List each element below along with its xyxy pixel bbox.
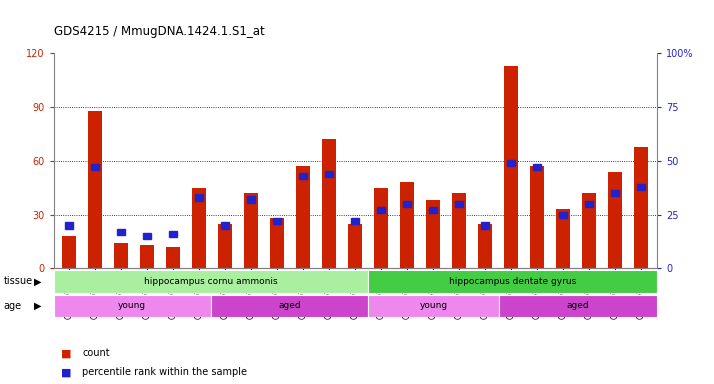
Text: young: young bbox=[119, 301, 146, 310]
Bar bbox=[377, 207, 385, 214]
Bar bbox=[504, 66, 518, 268]
Bar bbox=[273, 218, 281, 224]
Bar bbox=[452, 193, 466, 268]
Bar bbox=[481, 222, 489, 228]
Bar bbox=[351, 218, 359, 224]
Bar bbox=[368, 295, 500, 317]
Bar bbox=[144, 233, 151, 239]
Text: ■: ■ bbox=[61, 348, 71, 358]
Bar bbox=[374, 188, 388, 268]
Bar bbox=[585, 201, 593, 207]
Bar bbox=[62, 236, 76, 268]
Bar bbox=[218, 223, 232, 268]
Bar bbox=[556, 209, 570, 268]
Text: aged: aged bbox=[567, 301, 590, 310]
Bar bbox=[611, 190, 619, 196]
Bar bbox=[166, 247, 181, 268]
Text: hippocampus dentate gyrus: hippocampus dentate gyrus bbox=[449, 277, 576, 286]
Text: aged: aged bbox=[278, 301, 301, 310]
Bar bbox=[368, 270, 657, 293]
Text: hippocampus cornu ammonis: hippocampus cornu ammonis bbox=[144, 277, 278, 286]
Text: age: age bbox=[4, 301, 21, 311]
Text: ▶: ▶ bbox=[34, 276, 42, 286]
Bar bbox=[114, 243, 129, 268]
Bar bbox=[530, 166, 544, 268]
Bar bbox=[117, 229, 125, 235]
Bar bbox=[634, 147, 648, 268]
Bar bbox=[296, 166, 311, 268]
Bar bbox=[400, 182, 414, 268]
Bar bbox=[299, 173, 307, 179]
Bar bbox=[211, 295, 368, 317]
Text: ▶: ▶ bbox=[34, 301, 42, 311]
Bar bbox=[456, 201, 463, 207]
Bar bbox=[559, 212, 567, 218]
Bar bbox=[54, 270, 368, 293]
Bar bbox=[88, 111, 102, 268]
Bar bbox=[429, 207, 437, 214]
Bar bbox=[270, 218, 284, 268]
Bar bbox=[247, 197, 255, 203]
Bar bbox=[533, 164, 541, 170]
Bar bbox=[221, 222, 229, 228]
Bar bbox=[500, 295, 657, 317]
Bar bbox=[192, 188, 206, 268]
Bar bbox=[244, 193, 258, 268]
Bar bbox=[169, 231, 177, 237]
Bar bbox=[403, 201, 411, 207]
Text: young: young bbox=[420, 301, 448, 310]
Bar bbox=[54, 295, 211, 317]
Text: percentile rank within the sample: percentile rank within the sample bbox=[82, 367, 247, 377]
Bar bbox=[508, 160, 516, 166]
Text: ■: ■ bbox=[61, 367, 71, 377]
Bar bbox=[140, 245, 154, 268]
Bar bbox=[348, 223, 363, 268]
Bar bbox=[195, 194, 203, 200]
Bar bbox=[478, 223, 493, 268]
Bar bbox=[426, 200, 441, 268]
Bar bbox=[91, 164, 99, 170]
Text: count: count bbox=[82, 348, 110, 358]
Bar bbox=[322, 139, 336, 268]
Bar bbox=[638, 184, 645, 190]
Bar bbox=[65, 222, 73, 228]
Text: GDS4215 / MmugDNA.1424.1.S1_at: GDS4215 / MmugDNA.1424.1.S1_at bbox=[54, 25, 264, 38]
Bar bbox=[326, 170, 333, 177]
Bar bbox=[608, 172, 623, 268]
Text: tissue: tissue bbox=[4, 276, 33, 286]
Bar bbox=[582, 193, 596, 268]
